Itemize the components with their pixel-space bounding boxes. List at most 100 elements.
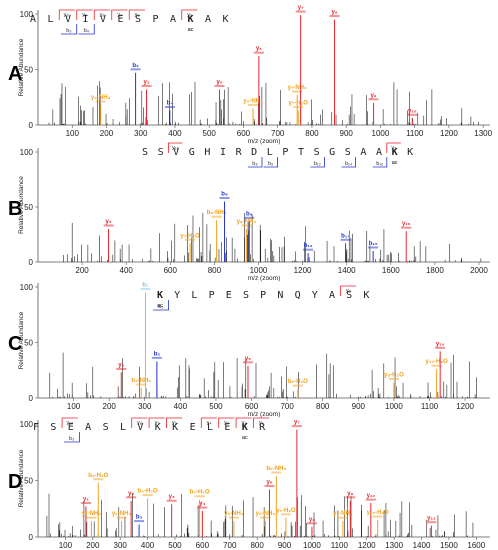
peak-mz-text xyxy=(365,498,376,501)
x-tick-label: 600 xyxy=(245,402,259,411)
residue: L xyxy=(207,422,213,433)
residue: I xyxy=(82,14,88,25)
residue: K xyxy=(407,147,413,158)
x-tick-label: 300 xyxy=(134,129,148,138)
peak-label: b₈-NH₃ xyxy=(207,210,227,216)
residue: L xyxy=(47,14,53,25)
x-tick-label: 900 xyxy=(278,541,292,550)
peak-mz-text xyxy=(295,10,306,13)
y-tick-label: 50 xyxy=(24,477,33,486)
peak-label: y₉-NH₃ xyxy=(333,511,353,517)
y-fragment-label: y₈ xyxy=(137,420,142,426)
peak-mz-text xyxy=(340,238,351,241)
x-tick-label: 1300 xyxy=(474,129,492,138)
b-fragment-label: b₁₂ xyxy=(314,161,321,167)
y-fragment-label: y₆ xyxy=(172,420,177,426)
peak-mz-text xyxy=(293,106,304,109)
peak-label: y₇-H₂O xyxy=(276,508,296,514)
peak-mz-text xyxy=(241,224,252,227)
residue: Y xyxy=(312,290,318,301)
residue: V xyxy=(173,147,179,158)
peak-mz-text xyxy=(435,346,446,349)
peak-mz-text xyxy=(95,100,106,103)
residue: F xyxy=(33,422,39,433)
peak-label: b₈-NH₃ xyxy=(266,466,286,472)
residue: S xyxy=(158,147,164,158)
x-tick-label: 1000 xyxy=(372,129,390,138)
b-fragment-label: b₉ xyxy=(268,161,273,167)
residue: Q xyxy=(295,290,301,301)
residue: A xyxy=(170,14,176,25)
peak-label: y₁-NH₃ xyxy=(82,511,101,517)
x-tick-label: 1200 xyxy=(294,266,312,275)
acetyl-mark: ac xyxy=(242,435,248,441)
y-fragment-label: y₁ xyxy=(259,420,264,426)
y-fragment-label: y₂ xyxy=(241,420,246,426)
x-tick-label: 300 xyxy=(138,402,152,411)
peak-mz-text xyxy=(103,224,114,227)
peak-label: y₆-NH₃ xyxy=(243,98,263,104)
peak-mz-text xyxy=(126,496,137,499)
peak-mz-text xyxy=(242,361,253,364)
y-tick-label: 0 xyxy=(29,121,34,130)
residue: S xyxy=(345,147,351,158)
b-fragment-bracket xyxy=(153,300,170,311)
peak-mz-text xyxy=(280,513,291,516)
y-fragment-label: y₉ xyxy=(82,12,87,18)
peak-label: y₅-NH₃ xyxy=(224,511,244,517)
peak-label: y₈ xyxy=(331,10,337,16)
peak-mz-text xyxy=(291,425,302,428)
x-tick-label: 500 xyxy=(168,541,182,550)
residue: L xyxy=(120,422,126,433)
peak-mz-text xyxy=(164,106,175,109)
residue: K xyxy=(157,290,163,301)
peak-mz-text xyxy=(228,516,239,519)
x-tick-label: 400 xyxy=(168,129,182,138)
y-tick-label: 50 xyxy=(24,203,33,212)
acetyl-mark: ac xyxy=(188,27,194,33)
peak-mz-text xyxy=(151,356,162,359)
y-axis-title: Relative Abundance xyxy=(18,38,25,96)
peak-mz-text xyxy=(197,506,208,509)
x-tick-label: 800 xyxy=(305,129,319,138)
peak-mz-text xyxy=(86,516,97,519)
peak-label: b₄-H₂O xyxy=(137,489,158,495)
x-tick-label: 1800 xyxy=(426,266,444,275)
y-axis-title: Relative Abundance xyxy=(18,311,25,369)
residue: K xyxy=(242,422,248,433)
y-fragment-label: y₈ xyxy=(100,12,105,18)
y-tick-label: 0 xyxy=(29,258,34,267)
y-fragment-bracket xyxy=(253,417,270,428)
y-fragment-label: y₇ xyxy=(117,12,122,18)
peak-label: y₁₀ xyxy=(436,341,445,347)
peak-label: y₂-NH₃ xyxy=(91,95,111,101)
peak-label: y₈-NH₃ xyxy=(237,219,257,225)
y-fragment-bracket xyxy=(111,9,128,20)
residue: N xyxy=(277,290,283,301)
peak-label: b₄ xyxy=(167,101,174,107)
y-fragment-label: y₁₀ xyxy=(64,12,71,18)
b-fragment-label: b₃ xyxy=(66,28,71,34)
x-tick-label: 200 xyxy=(100,129,114,138)
peak-mz-text xyxy=(140,288,151,291)
peak-label: b₁₄ xyxy=(341,233,350,239)
residue: A xyxy=(376,147,382,158)
peak-mz-text xyxy=(260,516,271,519)
b-fragment-bracket xyxy=(247,157,263,168)
peak-label: y₅ xyxy=(216,79,222,85)
residue: K xyxy=(172,422,178,433)
residue: E xyxy=(190,422,196,433)
acetyl-mark: ac xyxy=(157,303,163,309)
y-fragment-bracket xyxy=(148,417,165,428)
x-tick-label: 1300 xyxy=(385,541,403,550)
b-fragment-bracket xyxy=(310,157,325,168)
peak-label: y₁₆ xyxy=(402,221,411,227)
peak-label: y₈-H₂O xyxy=(384,372,404,378)
y-tick-label: 100 xyxy=(20,283,34,292)
y-fragment-label: y₄ xyxy=(207,420,213,426)
peak-label: b₂ xyxy=(154,351,161,357)
x-tick-label: 1000 xyxy=(250,266,268,275)
peak-label: b₁₅ xyxy=(369,241,378,247)
peak-mz-text xyxy=(431,364,442,367)
